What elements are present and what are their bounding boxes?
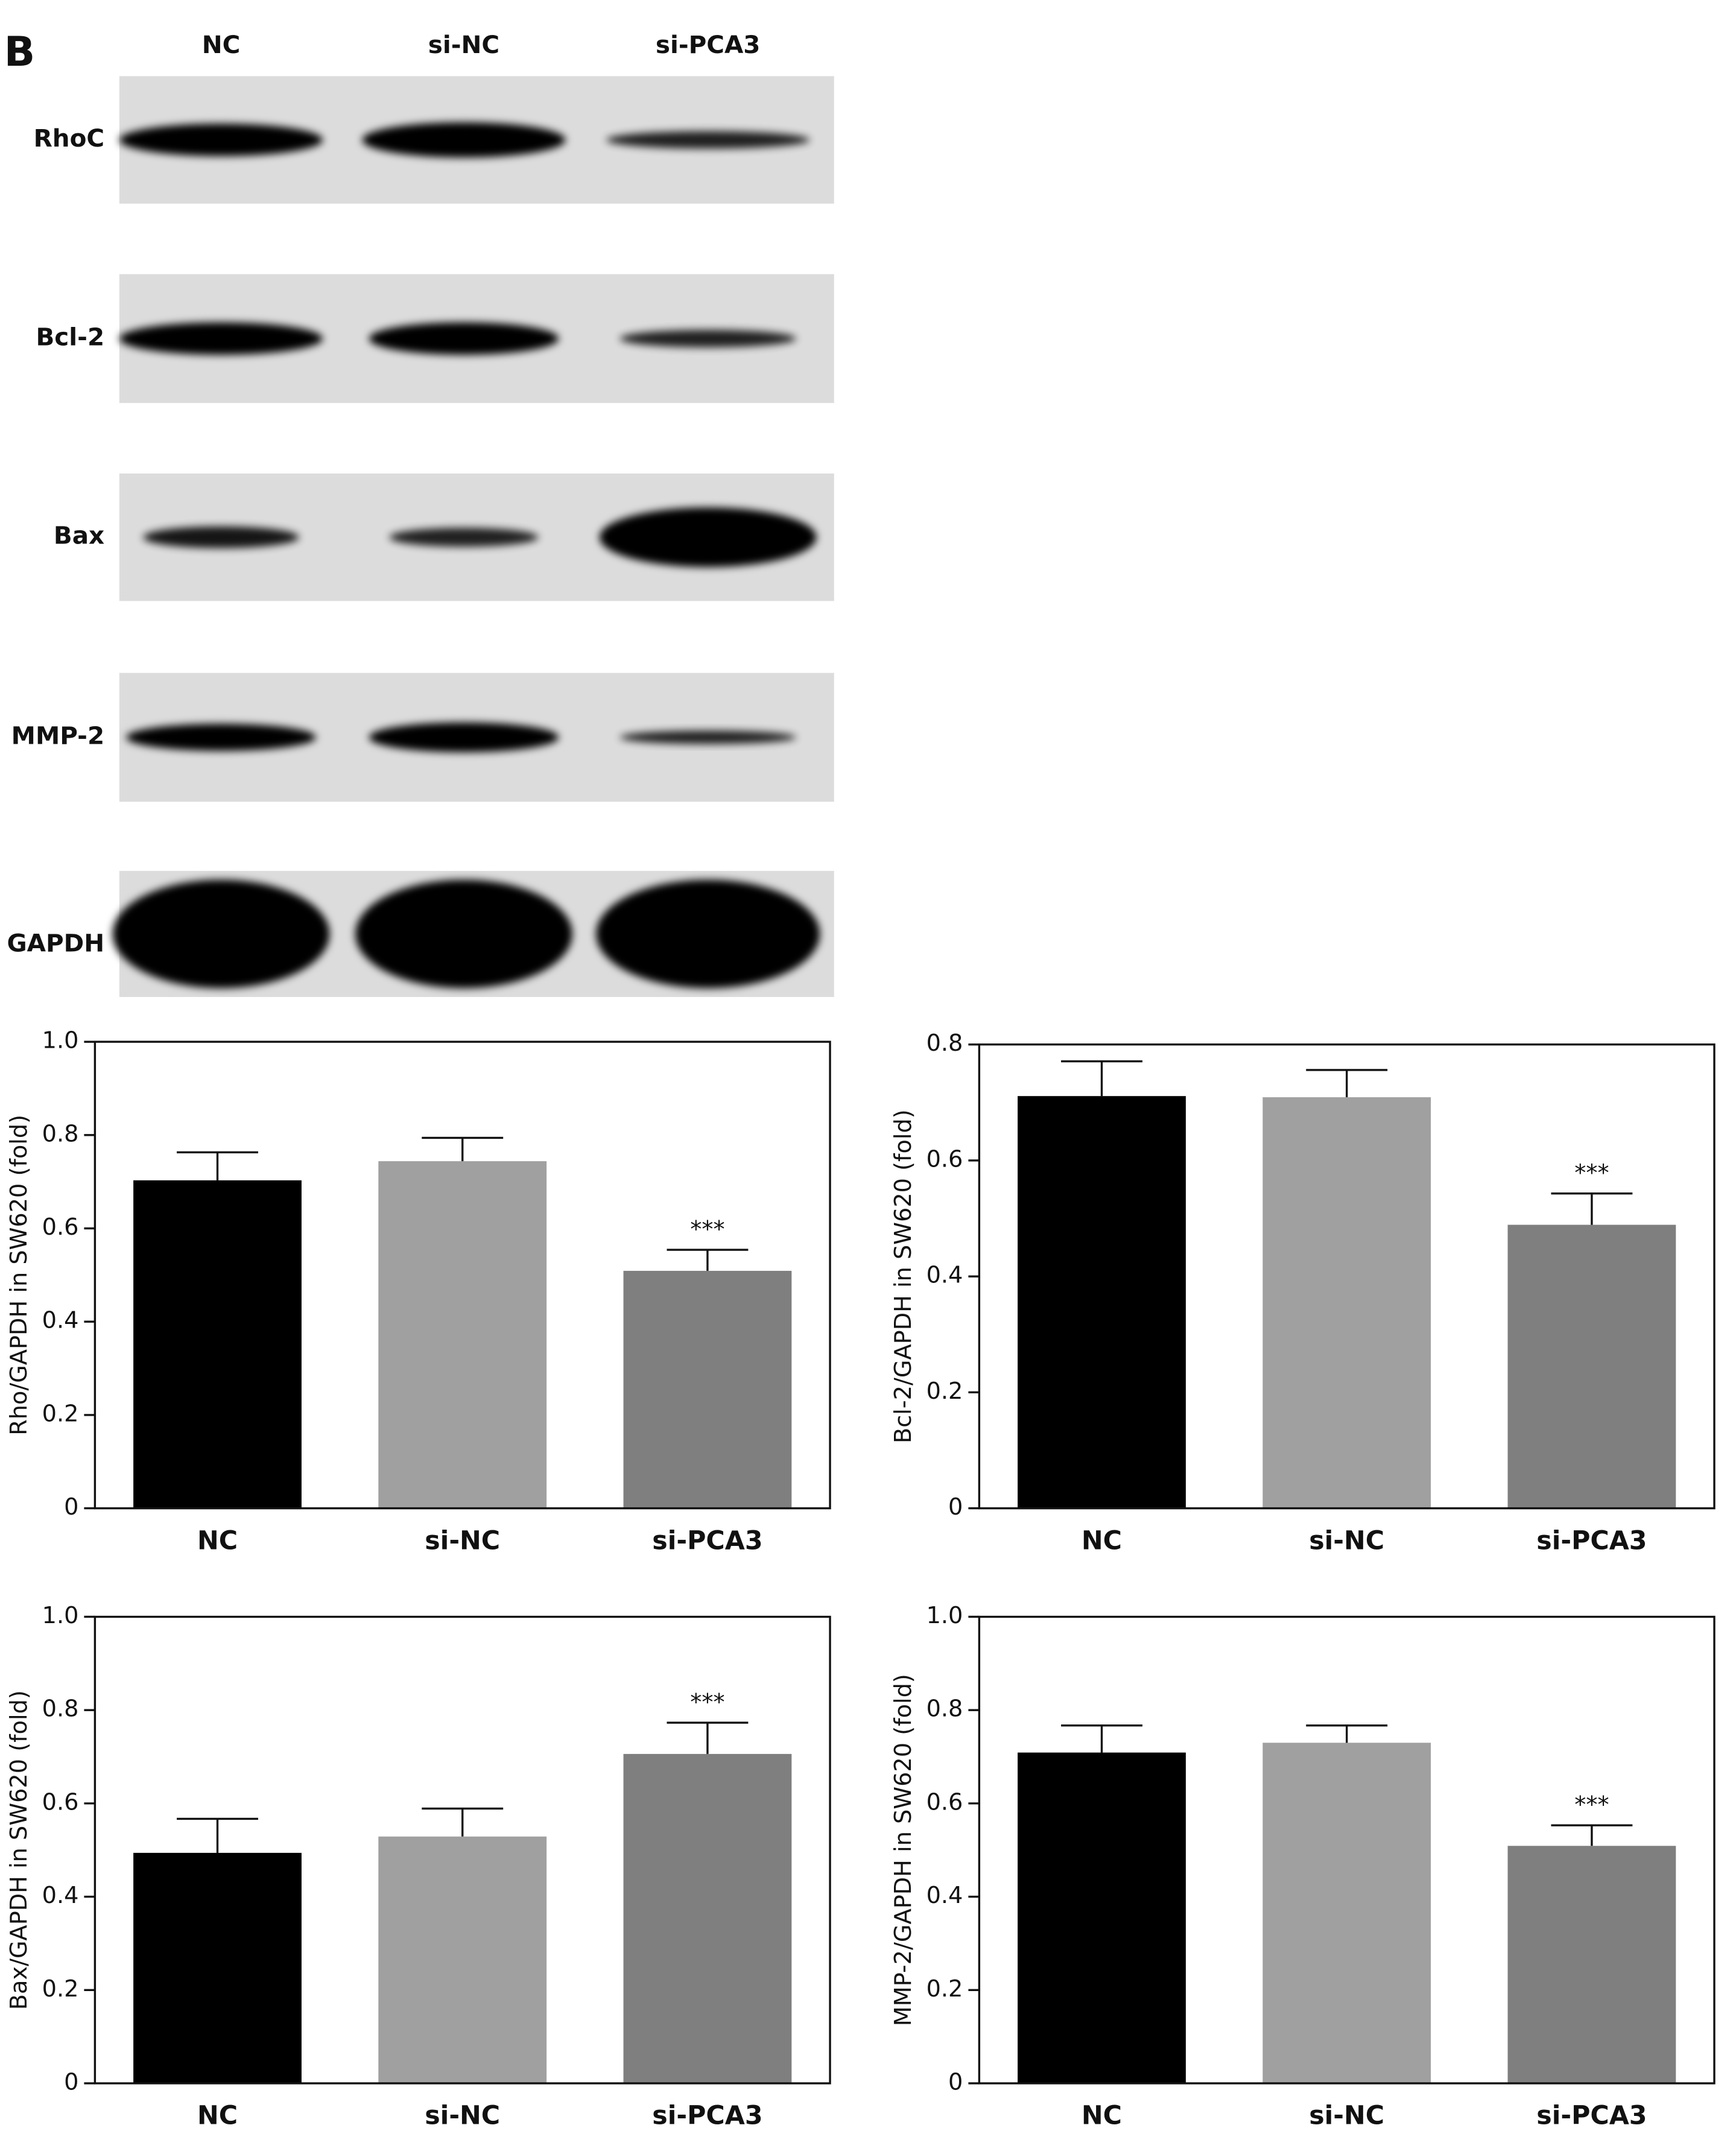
error-bar (1306, 1069, 1388, 1098)
plot-frame (978, 1615, 1715, 2085)
y-tick-label: 0.8 (42, 1696, 79, 1723)
blot-band (119, 322, 323, 355)
bar (623, 1270, 792, 1509)
blot-band (355, 879, 572, 989)
y-axis-label: Bax/GAPDH in SW620 (fold) (6, 1690, 33, 2010)
blot-band (606, 131, 810, 149)
plot-frame (978, 1043, 1715, 1510)
bar (133, 1180, 302, 1509)
y-tick-label: 0.8 (927, 1030, 963, 1057)
y-tick-label: 0.2 (927, 1976, 963, 2003)
blot-band (126, 723, 316, 751)
blot-band (389, 527, 539, 547)
blot-band (362, 122, 566, 158)
x-tick-label: si-PCA3 (1536, 2101, 1647, 2131)
blot-band (119, 123, 323, 156)
bar (1262, 1743, 1431, 2083)
error-bar (667, 1721, 749, 1754)
y-axis-label: Bcl-2/GAPDH in SW620 (fold) (890, 1109, 917, 1443)
y-axis-label: MMP-2/GAPDH in SW620 (fold) (890, 1674, 917, 2026)
lane-label: si-NC (428, 30, 499, 59)
bar (1507, 1846, 1676, 2083)
y-tick-label: 0.2 (42, 1401, 79, 1427)
error-bar (1551, 1824, 1633, 1846)
blot-band (112, 879, 330, 989)
y-tick-label: 1.0 (42, 1028, 79, 1054)
y-tick-label: 0.2 (927, 1378, 963, 1405)
y-tick-label: 0.8 (42, 1121, 79, 1147)
error-bar (1551, 1192, 1633, 1225)
y-tick-label: 1.0 (927, 1603, 963, 1629)
blot-band (596, 879, 820, 989)
blot-band (619, 730, 796, 744)
panel-label: B (4, 28, 35, 75)
blot-band (143, 526, 299, 548)
x-tick-label: NC (197, 1525, 238, 1556)
x-tick-label: si-NC (425, 2101, 500, 2131)
blot-band (599, 507, 817, 568)
blot-band (619, 329, 796, 347)
lane-label: NC (202, 30, 241, 59)
bar (623, 1753, 792, 2083)
significance-label: *** (690, 1689, 724, 1716)
y-tick-label: 0.6 (927, 1789, 963, 1816)
y-tick-label: 0.4 (42, 1308, 79, 1334)
significance-label: *** (690, 1217, 724, 1243)
bar (1262, 1097, 1431, 1509)
error-bar (422, 1136, 504, 1162)
x-tick-label: si-NC (1309, 1525, 1384, 1556)
blot-band (369, 322, 559, 355)
x-tick-label: NC (197, 2101, 238, 2131)
y-tick-label: 0.6 (927, 1146, 963, 1173)
protein-label: GAPDH (7, 928, 104, 957)
y-axis-label: Rho/GAPDH in SW620 (fold) (6, 1115, 33, 1436)
lane-label: si-PCA3 (656, 30, 761, 59)
bar (1018, 1752, 1186, 2083)
y-tick-label: 1.0 (42, 1603, 79, 1629)
error-bar (422, 1807, 504, 1837)
x-tick-label: si-PCA3 (652, 1525, 762, 1556)
bar (1507, 1224, 1676, 1509)
y-tick-label: 0 (948, 2069, 963, 2095)
x-tick-label: si-NC (1309, 2101, 1384, 2131)
error-bar (177, 1151, 258, 1180)
significance-label: *** (1574, 1792, 1609, 1819)
blot-band (369, 722, 559, 753)
error-bar (1306, 1724, 1388, 1743)
significance-label: *** (1574, 1160, 1609, 1187)
protein-label: Bax (54, 521, 104, 550)
y-tick-label: 0.2 (42, 1976, 79, 2003)
error-bar (177, 1817, 258, 1853)
error-bar (1061, 1724, 1142, 1753)
y-tick-label: 0.6 (42, 1789, 79, 1816)
y-tick-label: 0.4 (42, 1882, 79, 1909)
y-tick-label: 0 (64, 2069, 78, 2095)
y-tick-label: 0.8 (927, 1696, 963, 1723)
y-tick-label: 0 (948, 1494, 963, 1521)
x-tick-label: NC (1082, 2101, 1122, 2131)
y-tick-label: 0.6 (42, 1214, 79, 1241)
bar (1018, 1096, 1186, 1509)
plot-frame (93, 1040, 831, 1510)
error-bar (667, 1249, 749, 1271)
plot-frame (93, 1615, 831, 2085)
y-tick-label: 0.4 (927, 1262, 963, 1289)
x-tick-label: si-NC (425, 1525, 500, 1556)
x-tick-label: NC (1082, 1525, 1122, 1556)
protein-label: MMP-2 (11, 721, 104, 750)
x-tick-label: si-PCA3 (1536, 1525, 1647, 1556)
protein-label: Bcl-2 (36, 322, 104, 351)
error-bar (1061, 1060, 1142, 1097)
y-tick-label: 0 (64, 1494, 78, 1521)
y-tick-label: 0.4 (927, 1882, 963, 1909)
bar (133, 1852, 302, 2083)
protein-label: RhoC (34, 124, 104, 153)
bar (378, 1836, 547, 2083)
x-tick-label: si-PCA3 (652, 2101, 762, 2131)
bar (378, 1161, 547, 1509)
